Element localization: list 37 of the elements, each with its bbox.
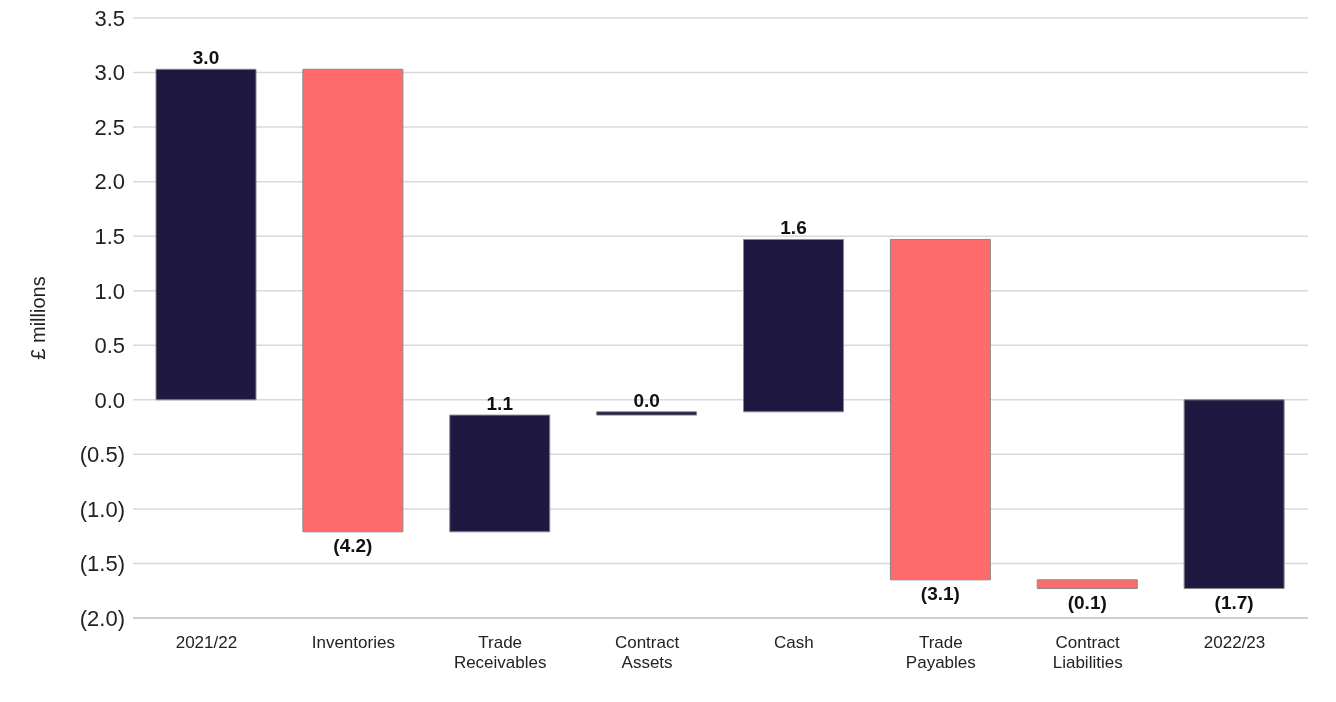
x-tick-label: 2021/22: [175, 633, 238, 652]
data-label: 0.0: [633, 389, 660, 411]
x-tick-label: Contract Assets: [614, 633, 680, 672]
y-tick-label: 2.0: [94, 169, 125, 195]
bar: [1183, 399, 1285, 590]
y-tick-label: (1.5): [79, 551, 125, 577]
bar: [449, 414, 551, 533]
y-tick-label: 2.5: [94, 114, 125, 140]
y-tick-label: 3.0: [94, 60, 125, 86]
y-tick-label: 3.5: [94, 5, 125, 31]
bar: [302, 68, 404, 533]
x-tick-label: Cash: [774, 633, 814, 652]
bar: [1036, 579, 1138, 590]
data-label: 1.1: [486, 393, 514, 415]
y-tick-label: 1.0: [94, 278, 125, 304]
data-label: 3.0: [192, 47, 220, 69]
x-tick-label: Contract Liabilities: [1052, 633, 1123, 672]
data-label: 1.6: [780, 217, 807, 239]
y-axis-title: £ millions: [27, 276, 50, 360]
x-tick-label: 2022/23: [1203, 633, 1266, 652]
y-tick-label: (2.0): [79, 605, 125, 631]
data-label: (0.1): [1067, 591, 1107, 613]
data-label: (4.2): [333, 534, 373, 556]
data-label: (1.7): [1214, 591, 1254, 613]
bar: [155, 68, 257, 401]
x-tick-label: Trade Payables: [905, 633, 976, 672]
x-tick-label: Trade Receivables: [453, 633, 547, 672]
data-label: (3.1): [920, 582, 960, 604]
x-tick-label: Inventories: [311, 633, 395, 652]
bar: [889, 238, 991, 581]
y-tick-label: 1.5: [94, 223, 125, 249]
y-tick-label: (1.0): [79, 496, 125, 522]
y-tick-label: 0.5: [94, 333, 125, 359]
y-tick-label: 0.0: [94, 387, 125, 413]
bar: [596, 411, 698, 416]
y-tick-label: (0.5): [79, 442, 125, 468]
bar: [743, 238, 844, 413]
